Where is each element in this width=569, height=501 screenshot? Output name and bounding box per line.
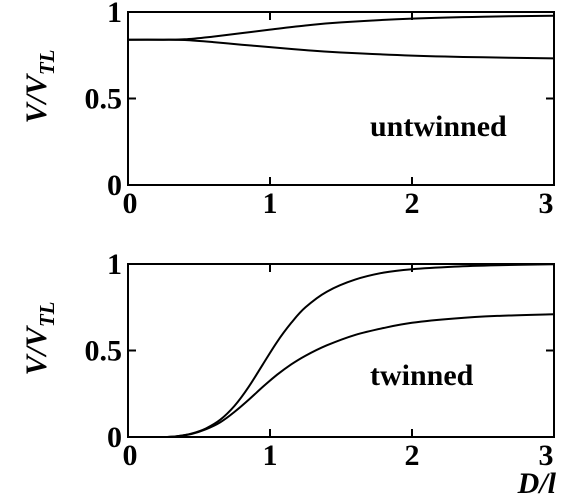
panel-untwinned: 0 1 2 3 0 0.5 1 V/VTL untwinned [20,0,555,220]
y-tick-label: 0.5 [85,83,123,116]
ticks: 0 1 2 3 0 0.5 1 [85,0,555,220]
y-tick-label: 0 [107,421,122,454]
y-tick-label: 0.5 [85,335,123,368]
series-line-2 [127,38,555,60]
curves [127,14,555,60]
x-tick-label: 3 [539,187,554,220]
x-tick-label: 2 [405,187,420,220]
series-line-2 [127,313,555,439]
x-tick-label: 1 [263,439,278,472]
y-tick-label: 0 [107,169,122,202]
plot-frame [127,263,555,438]
curves [127,263,555,439]
series-line-1 [127,263,555,439]
x-axis-label: D/l [517,467,557,500]
y-axis-label: V/VTL [20,49,59,123]
x-tick-label: 0 [123,187,138,220]
x-tick-label: 0 [123,439,138,472]
y-axis-label: V/VTL [20,301,59,375]
annotation-twinned: twinned [370,359,474,392]
annotation-untwinned: untwinned [370,110,507,143]
x-tick-label: 1 [263,187,278,220]
y-tick-label: 1 [107,248,122,281]
x-tick-label: 2 [405,439,420,472]
series-line-1 [127,14,555,41]
panel-twinned: 0 1 2 3 0 0.5 1 V/VTL twinned D/l [20,248,557,500]
y-tick-label: 1 [107,0,122,29]
ticks: 0 1 2 3 0 0.5 1 [85,248,555,472]
x-tick-label: 3 [539,439,554,472]
